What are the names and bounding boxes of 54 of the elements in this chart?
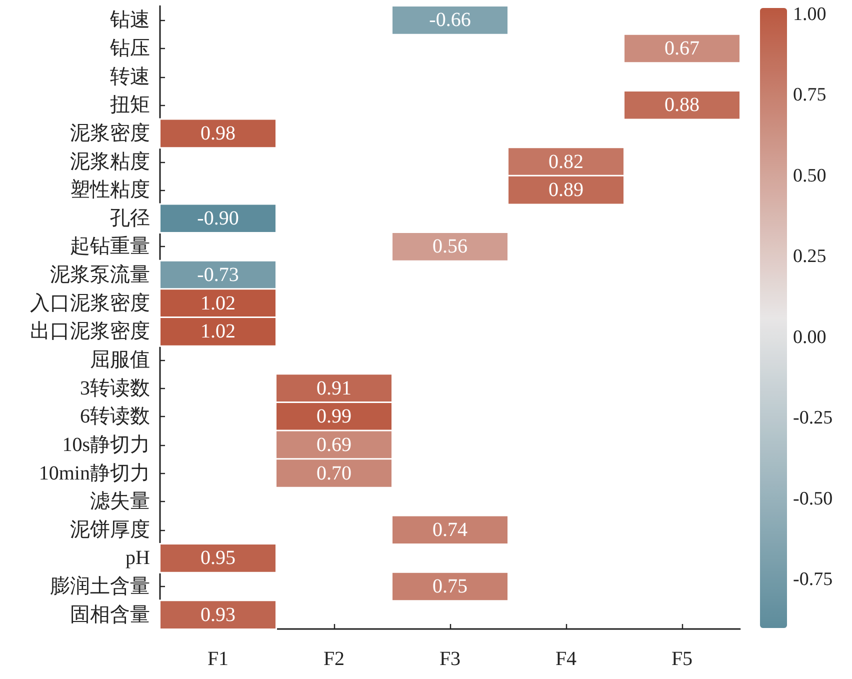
x-tick-label: F4 <box>555 648 577 670</box>
y-tick-label: 塑性粘度 <box>70 178 150 202</box>
data-label: 0.99 <box>316 406 352 428</box>
y-tick-label: 钻压 <box>109 37 150 60</box>
y-tick-label: 屈服值 <box>90 348 150 371</box>
data-label: 1.02 <box>200 320 236 343</box>
color-bar-label: 0.75 <box>793 84 826 106</box>
y-tick-label: 孔径 <box>110 207 150 230</box>
y-tick-label: 3转读数 <box>80 377 150 400</box>
data-label: 0.75 <box>432 576 468 598</box>
y-tick-label: 起钻重量 <box>70 236 150 258</box>
y-tick-label: pH <box>126 547 150 570</box>
color-bar-label: 1.00 <box>793 4 826 25</box>
y-tick-label: 10min静切力 <box>38 462 150 484</box>
data-label: 0.91 <box>316 377 352 400</box>
y-tick-label: 入口泥浆密度 <box>30 292 150 314</box>
x-tick-label: F3 <box>439 648 461 670</box>
color-bar-label: 0.25 <box>793 246 826 268</box>
data-label: 0.56 <box>432 236 468 258</box>
y-tick-label: 泥浆粘度 <box>70 150 150 173</box>
y-tick-label: 泥浆密度 <box>70 122 150 144</box>
y-tick-label: 扭矩 <box>110 94 150 116</box>
y-tick-label: 膨润土含量 <box>50 576 150 598</box>
data-label: 0.88 <box>664 94 700 116</box>
data-label: 0.82 <box>548 150 584 173</box>
color-bar-label: 0.00 <box>793 326 826 348</box>
data-label: -0.73 <box>197 264 239 286</box>
color-bar-label: -0.25 <box>793 408 833 429</box>
y-tick-label: 10s静切力 <box>62 434 150 456</box>
data-label: 0.95 <box>200 547 236 570</box>
data-label: 0.74 <box>432 518 468 541</box>
y-tick-label: 转速 <box>110 66 150 88</box>
x-tick-label: F5 <box>671 648 693 670</box>
data-label: 0.89 <box>548 179 584 202</box>
color-bar-label: -0.75 <box>793 569 833 590</box>
y-tick-label: 出口泥浆密度 <box>30 320 150 343</box>
data-label: 1.02 <box>200 292 236 314</box>
data-label: 0.98 <box>200 122 236 144</box>
y-tick-label: 6转读数 <box>80 406 150 428</box>
data-label: 0.70 <box>316 462 352 484</box>
y-tick-label: 固相含量 <box>70 604 150 626</box>
data-label: -0.66 <box>429 9 471 32</box>
data-label: 0.69 <box>316 434 352 456</box>
color-bar-label: 0.50 <box>793 165 826 186</box>
color-bar-label: -0.50 <box>793 488 833 510</box>
data-label: 0.67 <box>664 37 700 60</box>
data-label: 0.93 <box>200 604 236 626</box>
y-tick-label: 泥饼厚度 <box>70 518 150 541</box>
x-tick-label: F2 <box>323 648 345 670</box>
y-tick-label: 滤失量 <box>90 490 150 513</box>
x-tick-label: F1 <box>207 648 229 670</box>
data-label: -0.90 <box>197 207 239 230</box>
y-tick-label: 泥浆泵流量 <box>50 264 150 286</box>
y-tick-label: 钻速 <box>109 9 150 32</box>
